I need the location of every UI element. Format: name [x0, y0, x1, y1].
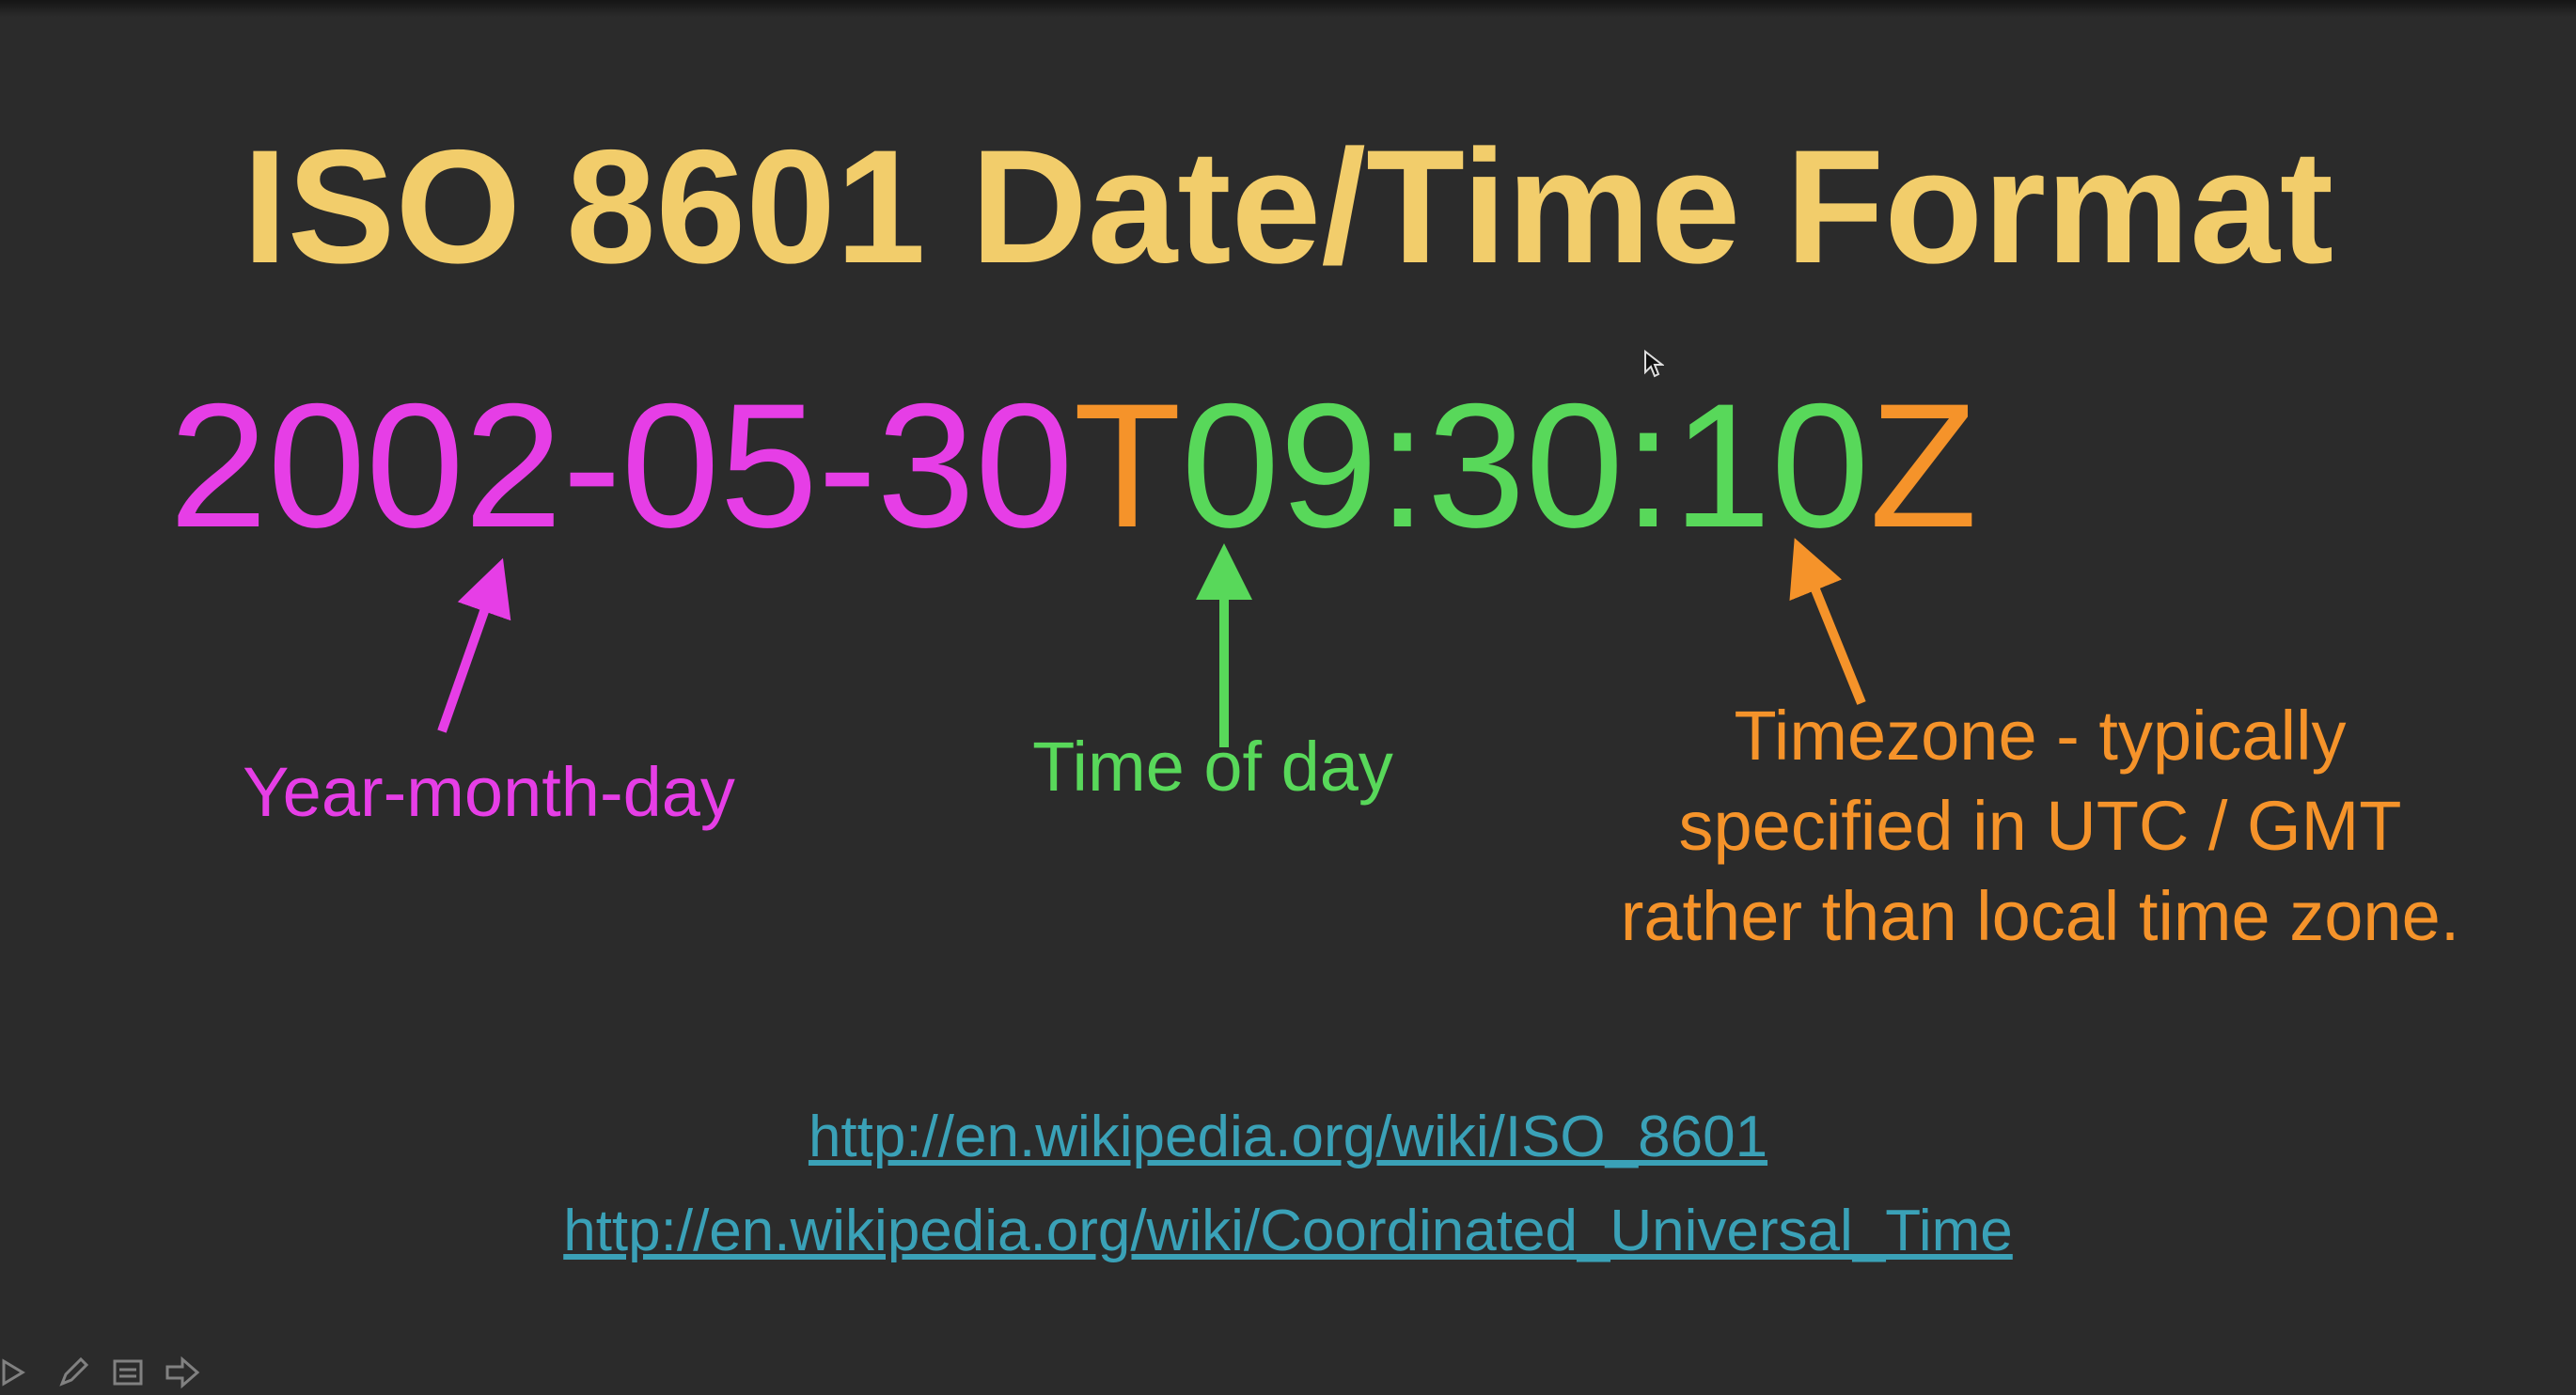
date-label: Year-month-day [243, 753, 735, 831]
reference-links: http://en.wikipedia.org/wiki/ISO_8601 ht… [0, 1090, 2576, 1278]
pen-icon[interactable] [55, 1354, 92, 1391]
iso-8601-link[interactable]: http://en.wikipedia.org/wiki/ISO_8601 [808, 1105, 1768, 1169]
timestamp-time: 09:30:10 [1181, 367, 1870, 564]
next-icon[interactable] [164, 1354, 201, 1391]
pointer-icon[interactable] [0, 1354, 38, 1391]
timezone-arrow [1789, 538, 1866, 705]
timestamp-zone: Z [1869, 367, 1978, 564]
timestamp-date: 2002-05-30 [169, 367, 1074, 564]
time-label: Time of day [1032, 728, 1393, 806]
mouse-cursor-icon [1644, 350, 1664, 378]
example-timestamp: 2002-05-30T09:30:10Z [169, 362, 1977, 569]
date-arrow [437, 557, 511, 733]
slide-title: ISO 8601 Date/Time Format [242, 117, 2334, 297]
utc-link[interactable]: http://en.wikipedia.org/wiki/Coordinated… [563, 1199, 2013, 1263]
presentation-toolbar [0, 1354, 201, 1391]
timezone-label: Timezone - typically specified in UTC / … [1620, 697, 2460, 955]
menu-icon[interactable] [109, 1354, 147, 1391]
timestamp-separator: T [1073, 367, 1182, 564]
window-top-edge [0, 0, 2576, 17]
